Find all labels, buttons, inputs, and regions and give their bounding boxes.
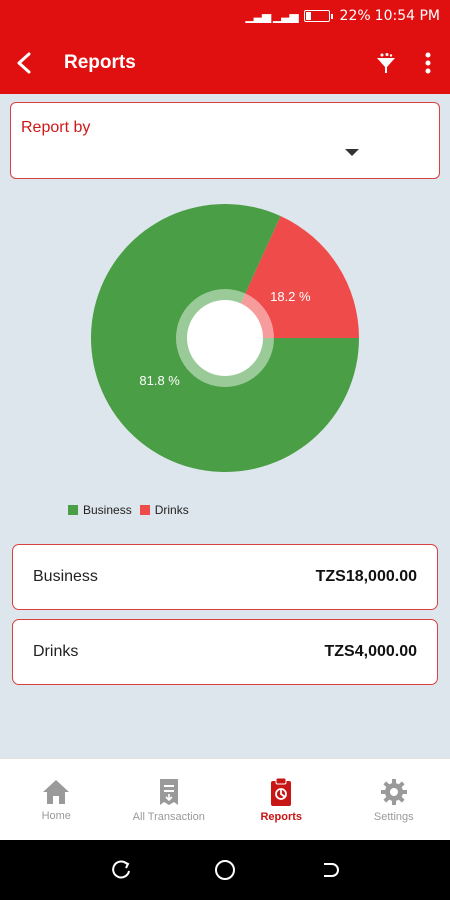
legend-swatch	[139, 505, 150, 515]
pie-slice-drinks	[225, 216, 359, 338]
category-name: Business	[33, 568, 98, 585]
battery-icon	[303, 10, 333, 22]
transaction-icon	[159, 778, 178, 805]
category-amount: TZS4,000.00	[324, 643, 418, 660]
system-nav-bar	[0, 840, 450, 900]
nav-label: Settings	[373, 810, 414, 823]
nav-label: Home	[41, 809, 71, 822]
gear-icon	[380, 778, 407, 805]
pie-label-business: 81.8 %	[139, 373, 180, 388]
back-icon[interactable]	[318, 859, 340, 881]
nav-item-reports[interactable]: Reports	[225, 759, 338, 840]
nav-item-all-transaction[interactable]: All Transaction	[113, 759, 226, 840]
legend-swatch	[68, 505, 78, 515]
recent-apps-icon[interactable]	[110, 859, 132, 881]
clock: 10:54 PM	[374, 8, 440, 24]
report-by-dropdown[interactable]: Report by	[10, 102, 440, 179]
bottom-nav: Home All Transaction Reports Settings	[0, 758, 450, 840]
pie-label-drinks: 18.2 %	[270, 289, 311, 304]
donut-hole	[187, 300, 263, 376]
report-icon	[271, 777, 292, 806]
filter-icon[interactable]	[366, 32, 406, 94]
chart-legend: Business Drinks	[68, 503, 197, 517]
category-name: Drinks	[33, 643, 79, 660]
nav-label: Reports	[260, 810, 303, 823]
legend-label: Drinks	[154, 503, 189, 517]
pie-chart: 18.2 % 81.8 %	[0, 195, 450, 485]
home-circle-icon[interactable]	[213, 858, 237, 882]
more-vert-icon[interactable]	[406, 32, 450, 94]
legend-label: Business	[83, 503, 132, 517]
report-by-label: Report by	[21, 119, 91, 136]
chevron-down-icon[interactable]	[345, 149, 359, 156]
legend-item-business: Business	[68, 503, 132, 517]
signal-icon: ▁▃▅ ▁▃▅	[245, 9, 298, 23]
battery-percent: 22%	[339, 8, 371, 24]
home-icon	[43, 779, 70, 804]
status-bar: ▁▃▅ ▁▃▅ 22% 10:54 PM	[0, 0, 450, 32]
nav-item-home[interactable]: Home	[0, 759, 113, 840]
nav-label: All Transaction	[132, 810, 205, 823]
category-amount: TZS18,000.00	[315, 568, 417, 585]
legend-item-drinks: Drinks	[139, 503, 189, 517]
page-title: Reports	[64, 52, 136, 73]
summary-card-drinks: Drinks TZS4,000.00	[12, 619, 438, 685]
summary-card-business: Business TZS18,000.00	[12, 544, 438, 610]
back-arrow-icon[interactable]	[0, 32, 50, 94]
nav-item-settings[interactable]: Settings	[338, 759, 450, 840]
app-bar: Reports	[0, 32, 450, 94]
